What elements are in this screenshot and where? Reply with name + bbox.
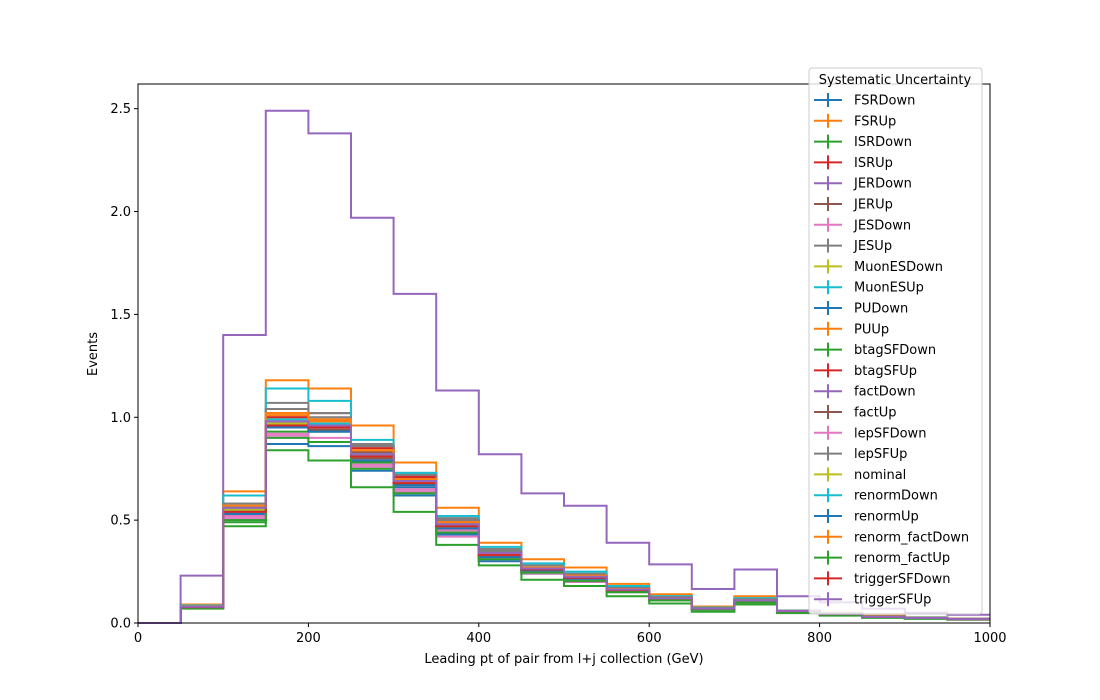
legend-label: JESUp	[853, 239, 892, 254]
x-tick-label: 600	[637, 631, 662, 646]
legend-entry-nominal: nominal	[814, 467, 906, 483]
legend-entry-MuonESDown: MuonESDown	[814, 259, 943, 275]
x-axis-ticks: 0 200 400 600 800 1000	[134, 623, 1007, 646]
legend-entry-btagSFUp: btagSFUp	[814, 363, 917, 379]
legend-entries: FSRDown FSRUp ISRDown ISRUp JERDown JERUp JESD…	[814, 93, 969, 608]
y-axis-label: Events	[86, 332, 101, 376]
legend-entry-btagSFDown: btagSFDown	[814, 342, 936, 358]
y-axis-ticks: 0.0 0.5 1.0 1.5 2.0 2.5	[110, 102, 138, 632]
legend-label: MuonESUp	[854, 281, 924, 296]
legend-label: FSRUp	[854, 114, 896, 129]
y-tick-label: 1.5	[110, 308, 131, 323]
legend-label: triggerSFDown	[854, 572, 950, 587]
legend-entry-triggerSFUp: triggerSFUp	[814, 592, 931, 608]
legend-entry-triggerSFDown: triggerSFDown	[814, 571, 950, 587]
legend-label: renorm_factUp	[854, 551, 950, 566]
legend-label: renorm_factDown	[854, 530, 969, 545]
x-axis-label: Leading pt of pair from l+j collection (…	[424, 652, 703, 667]
legend-label: JERUp	[853, 198, 893, 213]
y-tick-label: 1.0	[110, 411, 131, 426]
legend-label: factUp	[854, 406, 897, 421]
y-tick-label: 2.0	[110, 205, 131, 220]
legend-label: renormDown	[854, 489, 938, 504]
y-tick-label: 2.5	[110, 102, 131, 117]
legend-box	[808, 67, 983, 615]
legend-label: nominal	[854, 468, 906, 483]
legend-entry-JERUp: JERUp	[814, 197, 893, 213]
y-tick-label: 0.0	[110, 617, 131, 632]
legend-label: MuonESDown	[854, 260, 943, 275]
legend-entry-PUDown: PUDown	[814, 301, 908, 317]
legend-label: triggerSFUp	[854, 593, 931, 608]
legend-entry-ISRDown: ISRDown	[814, 134, 912, 150]
legend-entry-renormDown: renormDown	[814, 488, 938, 504]
legend-entry-renorm_factUp: renorm_factUp	[814, 550, 950, 566]
y-tick-label: 0.5	[110, 514, 131, 529]
x-tick-label: 400	[466, 631, 491, 646]
legend-title: Systematic Uncertainty	[819, 73, 972, 88]
legend-label: FSRDown	[854, 94, 915, 109]
plot-frame	[137, 83, 991, 624]
legend-label: lepSFDown	[854, 426, 926, 441]
x-tick-label: 0	[134, 631, 142, 646]
legend-label: JESDown	[853, 218, 911, 233]
legend-label: PUDown	[854, 302, 908, 317]
legend-entry-FSRUp: FSRUp	[814, 113, 896, 129]
legend-entry-JESUp: JESUp	[814, 238, 892, 254]
legend-label: btagSFDown	[854, 343, 936, 358]
legend-label: ISRUp	[854, 156, 893, 171]
legend-label: JERDown	[853, 177, 912, 192]
legend-entry-MuonESUp: MuonESUp	[814, 280, 924, 296]
legend-label: ISRDown	[854, 135, 912, 150]
legend-entry-ISRUp: ISRUp	[814, 155, 893, 171]
x-tick-label: 800	[807, 631, 832, 646]
legend-entry-PUUp: PUUp	[814, 321, 889, 337]
legend: Systematic Uncertainty FSRDown FSRUp ISRDo…	[808, 67, 983, 615]
legend-label: renormUp	[854, 510, 919, 525]
legend-entry-renormUp: renormUp	[814, 509, 919, 525]
x-tick-label: 200	[296, 631, 321, 646]
legend-label: factDown	[854, 385, 916, 400]
legend-entry-JERDown: JERDown	[814, 176, 912, 192]
legend-entry-factDown: factDown	[814, 384, 916, 400]
legend-entry-factUp: factUp	[814, 405, 897, 421]
x-tick-label: 1000	[973, 631, 1006, 646]
legend-entry-JESDown: JESDown	[814, 217, 911, 233]
legend-label: PUUp	[854, 322, 889, 337]
legend-entry-lepSFDown: lepSFDown	[814, 425, 926, 441]
legend-entry-FSRDown: FSRDown	[814, 93, 915, 109]
legend-label: lepSFUp	[854, 447, 907, 462]
legend-label: btagSFUp	[854, 364, 917, 379]
legend-entry-renorm_factDown: renorm_factDown	[814, 529, 969, 545]
legend-entry-lepSFUp: lepSFUp	[814, 446, 907, 462]
